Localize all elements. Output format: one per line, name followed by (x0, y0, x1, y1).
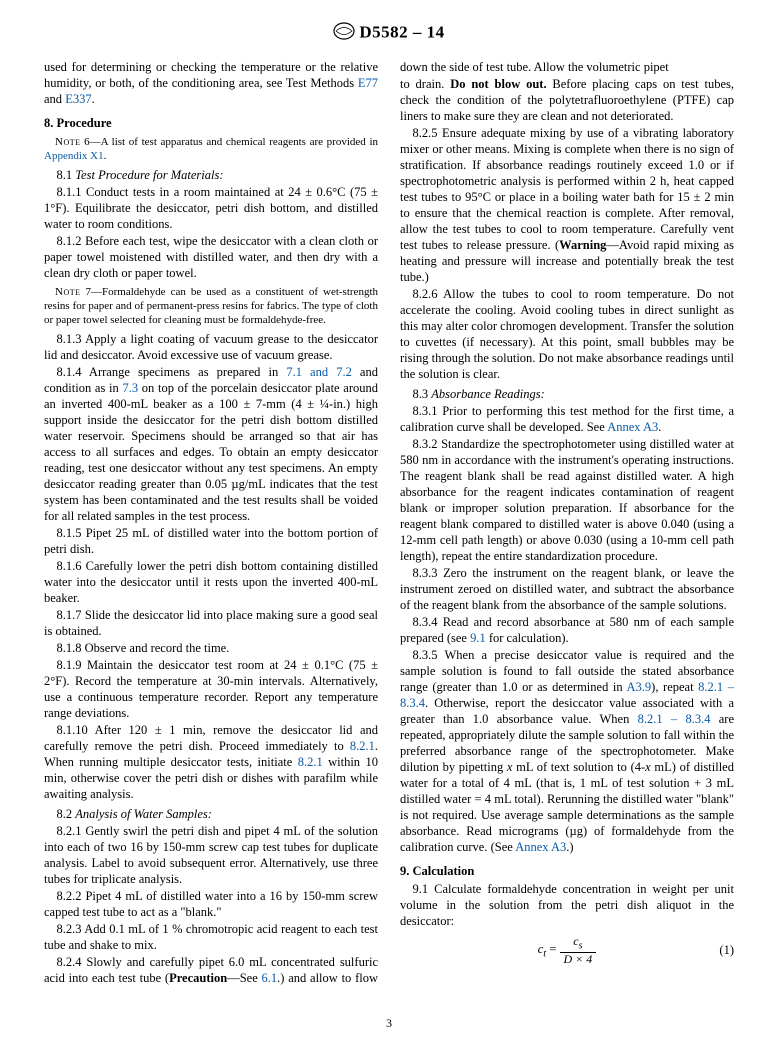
p-8-2-6: 8.2.6 Allow the tubes to cool to room te… (400, 286, 734, 382)
p-8-1-8: 8.1.8 Observe and record the time. (44, 640, 378, 656)
fraction: cs D × 4 (560, 935, 597, 965)
p-8-1-9: 8.1.9 Maintain the desiccator test room … (44, 657, 378, 721)
link-7-1-7-2[interactable]: 7.1 and 7.2 (286, 365, 352, 379)
sec-8-1: 8.1 Test Procedure for Materials: (44, 167, 378, 183)
p-8-1-7: 8.1.7 Slide the desiccator lid into plac… (44, 607, 378, 639)
note-label: Note (55, 286, 81, 298)
p-8-3-5: 8.3.5 When a precise desiccator value is… (400, 647, 734, 855)
sec-8-heading: 8. Procedure (44, 115, 378, 131)
link-a3-9[interactable]: A3.9 (627, 680, 652, 694)
equation-number: (1) (719, 942, 734, 958)
link-e77[interactable]: E77 (358, 76, 378, 90)
link-7-3[interactable]: 7.3 (122, 381, 138, 395)
sec-8-3: 8.3 Absorbance Readings: (400, 386, 734, 402)
p-8-2-1: 8.2.1 Gently swirl the petri dish and pi… (44, 823, 378, 887)
p-8-2-4-cont: to drain. Do not blow out. Before placin… (400, 76, 734, 124)
p-8-1-6: 8.1.6 Carefully lower the petri dish bot… (44, 558, 378, 606)
p-8-2-2: 8.2.2 Pipet 4 mL of distilled water into… (44, 888, 378, 920)
page-number: 3 (0, 1016, 778, 1031)
p-9-1: 9.1 Calculate formaldehyde concentration… (400, 881, 734, 929)
link-annex-a3b[interactable]: Annex A3 (515, 840, 566, 854)
p-8-1-3: 8.1.3 Apply a light coating of vacuum gr… (44, 331, 378, 363)
sec-8-2: 8.2 Analysis of Water Samples: (44, 806, 378, 822)
link-821-834b[interactable]: 8.2.1 – 8.3.4 (638, 712, 711, 726)
p-8-1-2: 8.1.2 Before each test, wipe the desicca… (44, 233, 378, 281)
p-8-2-3: 8.2.3 Add 0.1 mL of 1 % chromotropic aci… (44, 921, 378, 953)
note-label: Note (55, 136, 81, 148)
link-9-1[interactable]: 9.1 (470, 631, 486, 645)
p-8-3-2: 8.3.2 Standardize the spectrophotometer … (400, 436, 734, 564)
p-8-1-1: 8.1.1 Conduct tests in a room maintained… (44, 184, 378, 232)
equation-1: ct = cs D × 4 (1) (400, 935, 734, 965)
astm-logo (333, 22, 355, 45)
link-8-2-1b[interactable]: 8.2.1 (298, 755, 323, 769)
link-e337[interactable]: E337 (65, 92, 91, 106)
link-appendix-x1[interactable]: Appendix X1 (44, 150, 104, 162)
designation: D5582 – 14 (359, 22, 444, 41)
lead-in: used for determining or checking the tem… (44, 59, 378, 107)
p-8-1-5: 8.1.5 Pipet 25 mL of distilled water int… (44, 525, 378, 557)
note-6: Note 6—A list of test apparatus and chem… (44, 135, 378, 163)
p-8-1-4: 8.1.4 Arrange specimens as prepared in 7… (44, 364, 378, 524)
p-8-3-1: 8.3.1 Prior to performing this test meth… (400, 403, 734, 435)
p-8-2-5: 8.2.5 Ensure adequate mixing by use of a… (400, 125, 734, 285)
p-8-3-3: 8.3.3 Zero the instrument on the reagent… (400, 565, 734, 613)
p-8-1-10: 8.1.10 After 120 ± 1 min, remove the des… (44, 722, 378, 802)
link-6-1[interactable]: 6.1 (262, 971, 278, 985)
page-header: D5582 – 14 (44, 22, 734, 45)
link-8-2-1a[interactable]: 8.2.1 (350, 739, 375, 753)
link-annex-a3a[interactable]: Annex A3 (607, 420, 658, 434)
p-8-3-4: 8.3.4 Read and record absorbance at 580 … (400, 614, 734, 646)
sec-9-heading: 9. Calculation (400, 863, 734, 879)
page: D5582 – 14 used for determining or check… (0, 0, 778, 1041)
note-7: Note 7—Formaldehyde can be used as a con… (44, 285, 378, 327)
body-columns: used for determining or checking the tem… (44, 59, 734, 1001)
